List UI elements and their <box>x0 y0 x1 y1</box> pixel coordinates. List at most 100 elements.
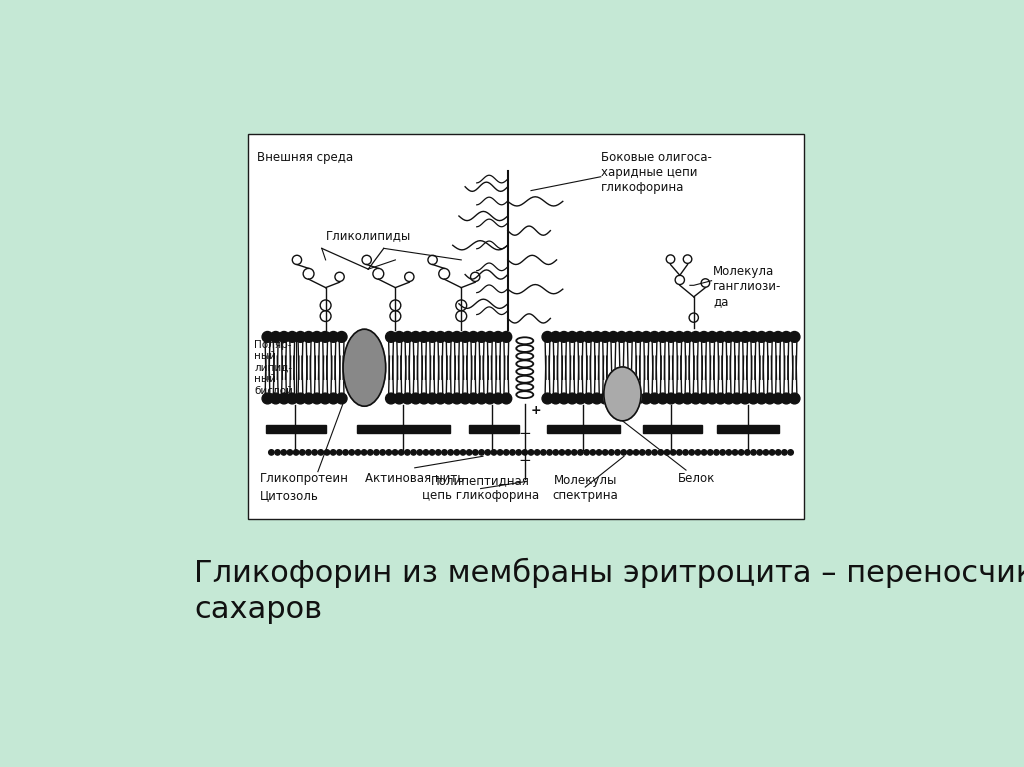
Text: Боковые олигоса-
харидные цепи
гликофорина: Боковые олигоса- харидные цепи гликофори… <box>601 151 712 194</box>
Circle shape <box>671 449 676 455</box>
Circle shape <box>279 331 290 342</box>
Circle shape <box>516 449 521 455</box>
Circle shape <box>498 449 503 455</box>
Circle shape <box>343 449 348 455</box>
Circle shape <box>625 331 635 342</box>
Circle shape <box>559 449 564 455</box>
Circle shape <box>398 449 403 455</box>
Circle shape <box>739 331 751 342</box>
Circle shape <box>447 449 454 455</box>
Circle shape <box>443 331 454 342</box>
Circle shape <box>608 449 614 455</box>
Circle shape <box>584 331 594 342</box>
Circle shape <box>411 393 421 404</box>
Circle shape <box>479 449 484 455</box>
Circle shape <box>501 393 512 404</box>
Circle shape <box>708 449 713 455</box>
Text: Гликопротеин: Гликопротеин <box>260 472 348 485</box>
Circle shape <box>764 331 775 342</box>
Circle shape <box>584 393 594 404</box>
Circle shape <box>328 393 339 404</box>
Circle shape <box>279 393 290 404</box>
Circle shape <box>764 393 775 404</box>
Bar <box>248 134 804 519</box>
Circle shape <box>331 449 336 455</box>
Circle shape <box>411 331 421 342</box>
Circle shape <box>720 449 725 455</box>
Circle shape <box>492 449 497 455</box>
Circle shape <box>461 449 466 455</box>
Text: Полипептидная
цепь гликофорина: Полипептидная цепь гликофорина <box>422 475 540 502</box>
Circle shape <box>608 331 618 342</box>
Circle shape <box>781 331 792 342</box>
Circle shape <box>723 393 734 404</box>
Circle shape <box>751 449 757 455</box>
Bar <box>717 426 779 433</box>
Circle shape <box>311 331 323 342</box>
Circle shape <box>790 331 800 342</box>
Circle shape <box>476 331 487 342</box>
Text: Молекулы
спектрина: Молекулы спектрина <box>552 475 618 502</box>
Circle shape <box>493 331 504 342</box>
Circle shape <box>547 449 552 455</box>
Circle shape <box>542 393 553 404</box>
Circle shape <box>460 393 471 404</box>
Circle shape <box>665 449 670 455</box>
Circle shape <box>504 449 509 455</box>
Text: Гликолипиды: Гликолипиды <box>326 229 411 242</box>
Circle shape <box>566 331 578 342</box>
Circle shape <box>550 331 561 342</box>
Circle shape <box>565 449 570 455</box>
Bar <box>547 426 621 433</box>
Circle shape <box>452 331 462 342</box>
Circle shape <box>306 449 311 455</box>
Circle shape <box>553 449 558 455</box>
Circle shape <box>633 331 643 342</box>
Bar <box>469 426 519 433</box>
Circle shape <box>311 393 323 404</box>
Circle shape <box>657 331 669 342</box>
Circle shape <box>501 331 512 342</box>
Circle shape <box>731 331 742 342</box>
Circle shape <box>541 449 546 455</box>
Circle shape <box>417 449 423 455</box>
Circle shape <box>738 449 743 455</box>
Circle shape <box>386 393 396 404</box>
Circle shape <box>558 331 569 342</box>
Circle shape <box>715 331 726 342</box>
Circle shape <box>757 449 763 455</box>
Circle shape <box>674 331 685 342</box>
Circle shape <box>649 393 659 404</box>
Circle shape <box>441 449 447 455</box>
Circle shape <box>600 331 610 342</box>
Circle shape <box>578 449 583 455</box>
Circle shape <box>337 449 342 455</box>
Circle shape <box>473 449 478 455</box>
Circle shape <box>287 393 298 404</box>
Circle shape <box>542 331 553 342</box>
Circle shape <box>575 393 586 404</box>
Circle shape <box>571 449 577 455</box>
Ellipse shape <box>604 367 641 421</box>
Circle shape <box>731 393 742 404</box>
Circle shape <box>666 393 677 404</box>
Circle shape <box>460 331 471 342</box>
Circle shape <box>616 331 627 342</box>
Circle shape <box>303 393 314 404</box>
Circle shape <box>732 449 737 455</box>
Circle shape <box>640 449 645 455</box>
Circle shape <box>522 449 527 455</box>
Circle shape <box>295 393 306 404</box>
Circle shape <box>262 393 273 404</box>
Circle shape <box>775 449 781 455</box>
Circle shape <box>566 393 578 404</box>
Circle shape <box>707 331 718 342</box>
Circle shape <box>641 331 651 342</box>
Circle shape <box>748 331 759 342</box>
Circle shape <box>435 331 445 342</box>
Circle shape <box>707 393 718 404</box>
Text: Гликофорин из мембраны эритроцита – переносчик
сахаров: Гликофорин из мембраны эритроцита – пере… <box>194 558 1024 624</box>
Text: Цитозоль: Цитозоль <box>260 489 318 502</box>
Circle shape <box>558 393 569 404</box>
Circle shape <box>646 449 651 455</box>
